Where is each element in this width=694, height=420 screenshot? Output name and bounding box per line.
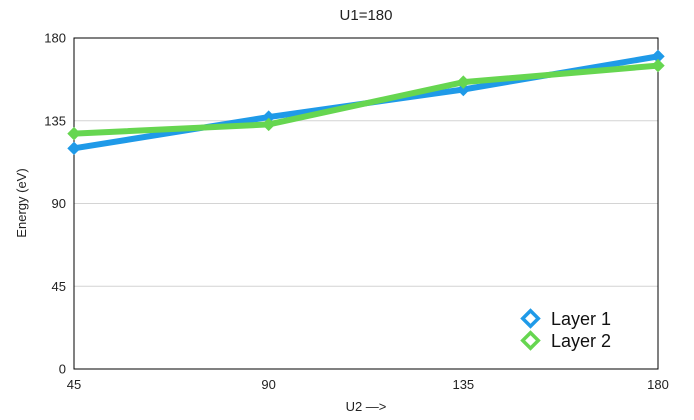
data-point-layer-2: [261, 117, 276, 132]
data-point-layer-2: [456, 75, 471, 89]
chart-title: U1=180: [340, 7, 393, 24]
y-axis-ticks: 0 45 90 135 180: [44, 31, 66, 377]
gridlines: [74, 120, 658, 287]
legend-marker-layer-1: [520, 308, 541, 329]
x-tick-label: 45: [67, 377, 81, 392]
legend-label-layer-1: Layer 1: [551, 309, 611, 329]
legend-item-layer-2: Layer 2: [520, 330, 611, 351]
x-tick-label: 90: [261, 377, 275, 392]
data-point-layer-1: [67, 141, 81, 156]
x-tick-label: 135: [452, 377, 474, 392]
series-lines: [67, 49, 665, 156]
x-axis-ticks: 45 90 135 180: [67, 377, 669, 392]
series-line-layer-2: [71, 62, 661, 137]
data-point-layer-2: [67, 126, 81, 141]
x-axis-title: U2 —>: [346, 399, 387, 414]
x-tick-label: 180: [647, 377, 669, 392]
y-axis-title: Energy (eV): [14, 168, 29, 237]
data-point-layer-1: [456, 82, 471, 97]
data-point-layer-2: [651, 58, 665, 73]
y-tick-label: 0: [59, 362, 66, 377]
y-tick-label: 135: [44, 113, 66, 128]
legend-label-layer-2: Layer 2: [551, 331, 611, 351]
y-tick-label: 90: [52, 196, 66, 211]
y-tick-label: 180: [44, 31, 66, 46]
plot-area-frame: [73, 37, 659, 370]
legend: Layer 1 Layer 2: [520, 308, 611, 351]
legend-item-layer-1: Layer 1: [520, 308, 611, 329]
legend-marker-layer-2: [520, 330, 541, 351]
y-tick-label: 45: [52, 279, 66, 294]
